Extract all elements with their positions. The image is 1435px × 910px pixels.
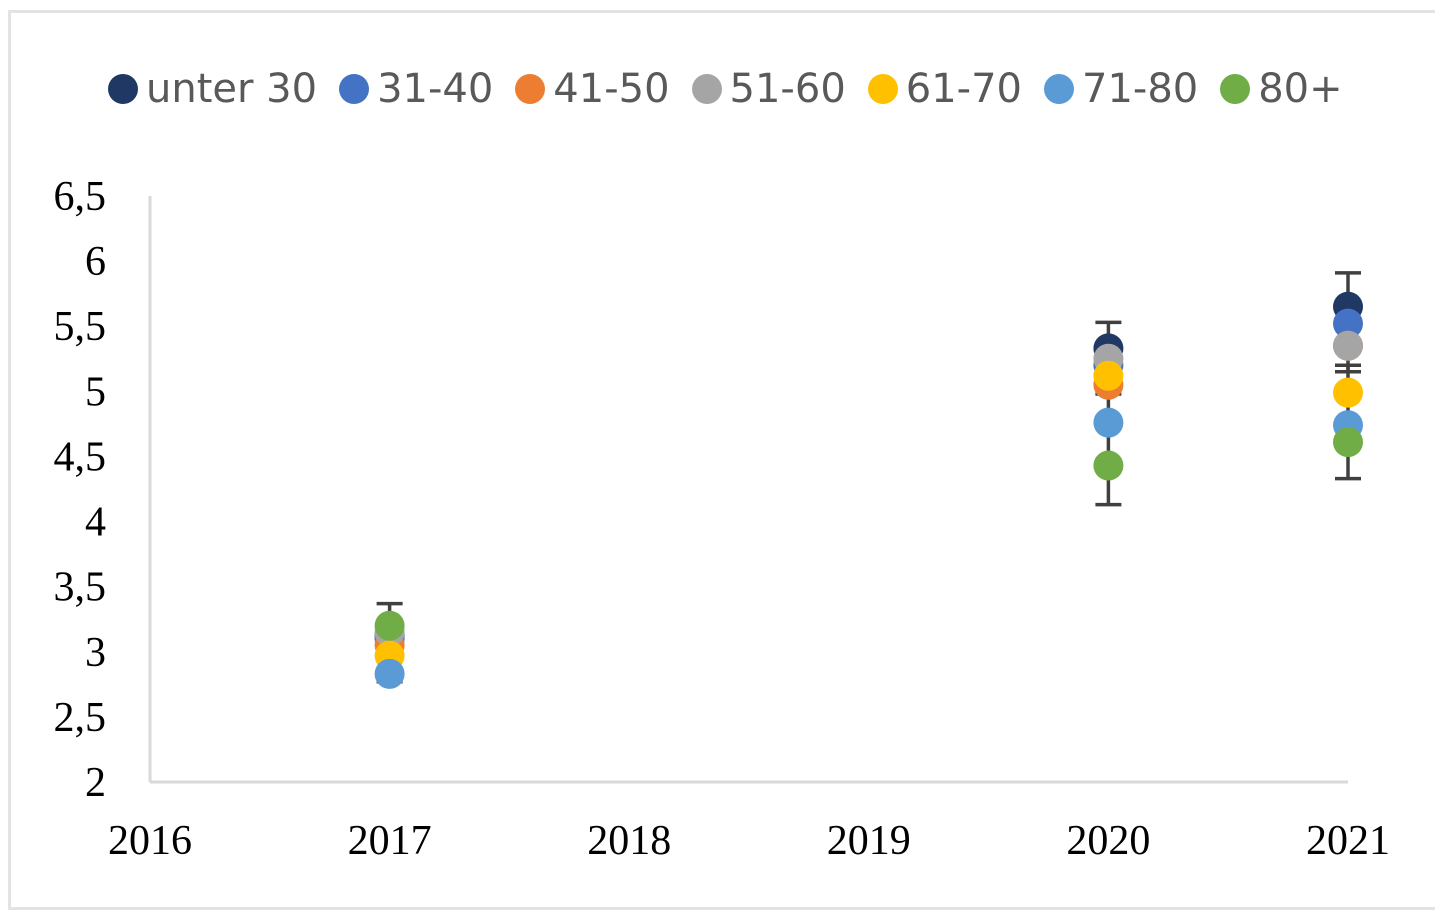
legend-marker-icon (1220, 74, 1251, 104)
legend-item: 41-50 (515, 66, 670, 112)
data-point (374, 610, 405, 641)
data-point (1093, 360, 1124, 391)
data-point (374, 658, 405, 689)
legend-item: unter 30 (108, 66, 317, 112)
error-bar (1335, 363, 1361, 374)
x-tick-label: 2018 (587, 818, 671, 864)
y-tick-label: 4,5 (54, 434, 107, 480)
legend-item: 71-80 (1044, 66, 1198, 112)
legend-label: 61-70 (905, 66, 1022, 112)
legend-marker-icon (339, 74, 370, 104)
chart-legend: unter 30 31-40 41-50 51-60 61-70 71-80 80+ (108, 62, 1343, 116)
chart-frame (8, 10, 1435, 910)
y-tick-label: 5 (85, 369, 106, 415)
x-tick-label: 2016 (108, 818, 192, 864)
y-tick-label: 3,5 (54, 565, 107, 611)
legend-label: 31-40 (377, 66, 494, 112)
data-point (1333, 427, 1363, 458)
legend-marker-icon (1044, 74, 1074, 104)
legend-item: 31-40 (339, 66, 493, 112)
legend-label: 51-60 (729, 66, 846, 112)
x-tick-label: 2020 (1066, 818, 1150, 864)
legend-item: 51-60 (691, 66, 846, 112)
tick-labels: 2 2,5 3 3,5 4 4,5 5 5,5 6 6,5 2016 2017 2018 2019 2020… (54, 174, 1391, 864)
data-point (1333, 330, 1363, 361)
legend-label: 71-80 (1082, 66, 1199, 112)
data-point (1333, 377, 1363, 408)
legend-label: 41-50 (553, 66, 670, 112)
y-tick-label: 5,5 (54, 304, 107, 350)
error-bars (376, 271, 1361, 684)
legend-marker-icon (691, 74, 722, 104)
legend-label: unter 30 (146, 66, 318, 112)
y-tick-label: 6,5 (54, 174, 107, 220)
legend-marker-icon (515, 74, 546, 104)
legend-marker-icon (867, 74, 898, 104)
data-points (374, 291, 1363, 689)
y-tick-label: 6 (85, 239, 106, 285)
data-point (1333, 308, 1363, 339)
axes (148, 196, 1348, 784)
legend-item: 80+ (1220, 66, 1343, 112)
x-tick-label: 2017 (348, 818, 432, 864)
data-point (1093, 450, 1124, 481)
y-tick-label: 3 (85, 630, 106, 676)
y-tick-label: 2,5 (54, 695, 107, 741)
x-tick-label: 2021 (1306, 818, 1390, 864)
legend-label: 80+ (1258, 66, 1343, 112)
legend-marker-icon (108, 74, 138, 104)
y-tick-label: 4 (85, 500, 106, 546)
data-point (1093, 407, 1124, 438)
x-tick-label: 2019 (827, 818, 911, 864)
legend-item: 61-70 (867, 66, 1022, 112)
y-tick-label: 2 (85, 760, 106, 806)
